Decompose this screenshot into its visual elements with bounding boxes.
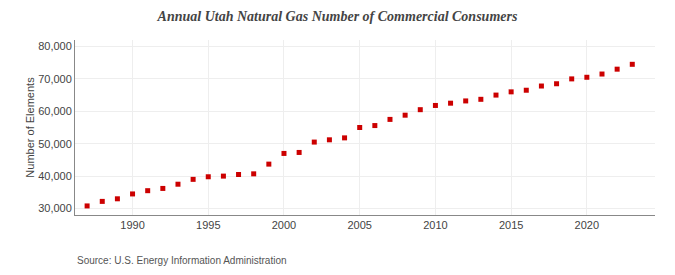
svg-text:2000: 2000 [272, 219, 296, 231]
svg-text:70,000: 70,000 [38, 73, 72, 85]
svg-text:1995: 1995 [196, 219, 220, 231]
svg-text:30,000: 30,000 [38, 202, 72, 214]
svg-text:2010: 2010 [423, 219, 447, 231]
svg-text:Number of Elements: Number of Elements [24, 77, 36, 178]
svg-text:2005: 2005 [347, 219, 371, 231]
svg-text:1990: 1990 [120, 219, 144, 231]
svg-text:80,000: 80,000 [38, 40, 72, 52]
svg-text:Source: U.S. Energy Informatio: Source: U.S. Energy Information Administ… [77, 255, 287, 266]
svg-text:Annual Utah Natural Gas Number: Annual Utah Natural Gas Number of Commer… [157, 9, 518, 24]
svg-text:2015: 2015 [499, 219, 523, 231]
svg-text:60,000: 60,000 [38, 105, 72, 117]
svg-text:40,000: 40,000 [38, 170, 72, 182]
svg-text:50,000: 50,000 [38, 138, 72, 150]
svg-text:2020: 2020 [575, 219, 599, 231]
